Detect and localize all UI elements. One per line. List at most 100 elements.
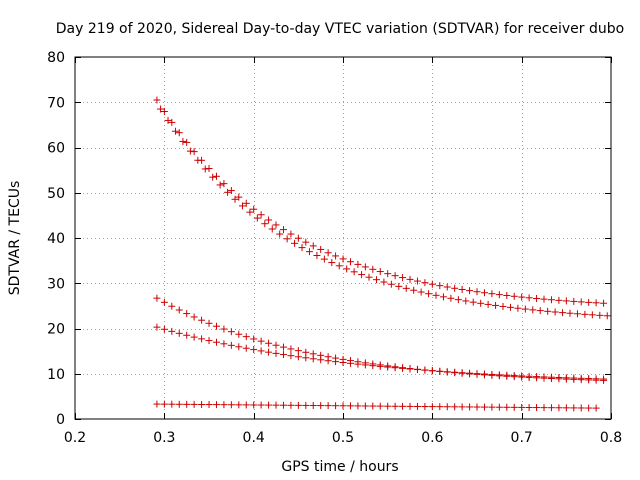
- data-point: [384, 363, 392, 371]
- data-point: [551, 308, 559, 316]
- data-point: [361, 402, 369, 410]
- data-point: [518, 403, 526, 411]
- data-point: [302, 238, 310, 246]
- data-point: [190, 400, 198, 408]
- data-point: [533, 294, 541, 302]
- data-point: [287, 230, 295, 238]
- data-point: [480, 370, 488, 378]
- data-point: [570, 374, 578, 382]
- data-point: [153, 96, 161, 104]
- data-point: [384, 270, 392, 278]
- data-point: [462, 297, 470, 305]
- data-point: [242, 344, 250, 352]
- y-tick-label: 80: [47, 50, 65, 66]
- data-point: [514, 304, 522, 312]
- x-tick-label: 0.8: [600, 430, 622, 446]
- data-point: [484, 300, 492, 308]
- data-point: [324, 357, 332, 365]
- data-point: [555, 404, 563, 412]
- data-point: [510, 292, 518, 300]
- x-axis-label: GPS time / hours: [281, 459, 398, 475]
- data-point: [421, 403, 429, 411]
- data-point: [328, 259, 336, 267]
- series-track-3: [153, 294, 608, 384]
- data-point: [220, 180, 228, 188]
- data-point: [488, 290, 496, 298]
- data-point: [432, 291, 440, 299]
- data-point: [287, 352, 295, 360]
- data-point: [168, 400, 176, 408]
- data-point: [313, 251, 321, 259]
- data-point: [428, 403, 436, 411]
- data-point: [324, 402, 332, 410]
- data-point: [596, 311, 604, 319]
- data-point: [540, 404, 548, 412]
- data-point: [521, 305, 529, 313]
- x-axis-tick-labels: 0.2 0.3 0.4 0.5 0.6 0.7 0.8: [64, 430, 622, 446]
- data-point: [506, 303, 514, 311]
- data-point: [231, 195, 239, 203]
- data-point: [317, 245, 325, 253]
- data-point: [205, 337, 213, 345]
- data-point: [175, 400, 183, 408]
- data-point: [343, 265, 351, 273]
- data-point: [302, 401, 310, 409]
- data-point: [562, 404, 570, 412]
- data-point: [421, 366, 429, 374]
- data-point: [272, 221, 280, 229]
- data-point: [391, 364, 399, 372]
- data-point: [354, 402, 362, 410]
- data-point: [406, 365, 414, 373]
- data-point: [499, 302, 507, 310]
- data-point: [417, 288, 425, 296]
- data-point: [466, 403, 474, 411]
- data-point: [603, 312, 611, 320]
- data-point: [346, 402, 354, 410]
- data-point: [265, 401, 273, 409]
- data-points: [153, 96, 611, 412]
- data-point: [402, 284, 410, 292]
- data-point: [391, 272, 399, 280]
- data-point: [339, 358, 347, 366]
- data-point: [279, 401, 287, 409]
- data-point: [458, 369, 466, 377]
- data-point: [201, 165, 209, 173]
- data-point: [399, 274, 407, 282]
- x-tick-label: 0.2: [64, 430, 86, 446]
- data-point: [529, 306, 537, 314]
- data-point: [540, 295, 548, 303]
- data-point: [209, 173, 217, 181]
- data-point: [291, 239, 299, 247]
- data-point: [361, 263, 369, 271]
- data-point: [183, 400, 191, 408]
- data-point: [547, 296, 555, 304]
- data-point: [533, 404, 541, 412]
- data-point: [212, 322, 220, 330]
- data-point: [175, 329, 183, 337]
- data-point: [171, 127, 179, 135]
- data-point: [257, 401, 265, 409]
- data-point: [186, 147, 194, 155]
- data-point: [428, 367, 436, 375]
- data-point: [157, 105, 165, 113]
- data-point: [235, 193, 243, 201]
- data-point: [238, 202, 246, 210]
- data-point: [160, 108, 168, 116]
- data-point: [592, 375, 600, 383]
- data-point: [235, 401, 243, 409]
- data-point: [224, 188, 232, 196]
- data-point: [268, 225, 276, 233]
- data-point: [436, 282, 444, 290]
- data-point: [600, 299, 608, 307]
- data-point: [220, 325, 228, 333]
- data-point: [436, 367, 444, 375]
- data-point: [372, 276, 380, 284]
- x-tick-label: 0.5: [332, 430, 354, 446]
- data-point: [317, 356, 325, 364]
- data-point: [413, 277, 421, 285]
- data-point: [451, 368, 459, 376]
- y-tick-label: 30: [47, 276, 65, 292]
- y-tick-label: 0: [56, 412, 65, 428]
- data-point: [525, 403, 533, 411]
